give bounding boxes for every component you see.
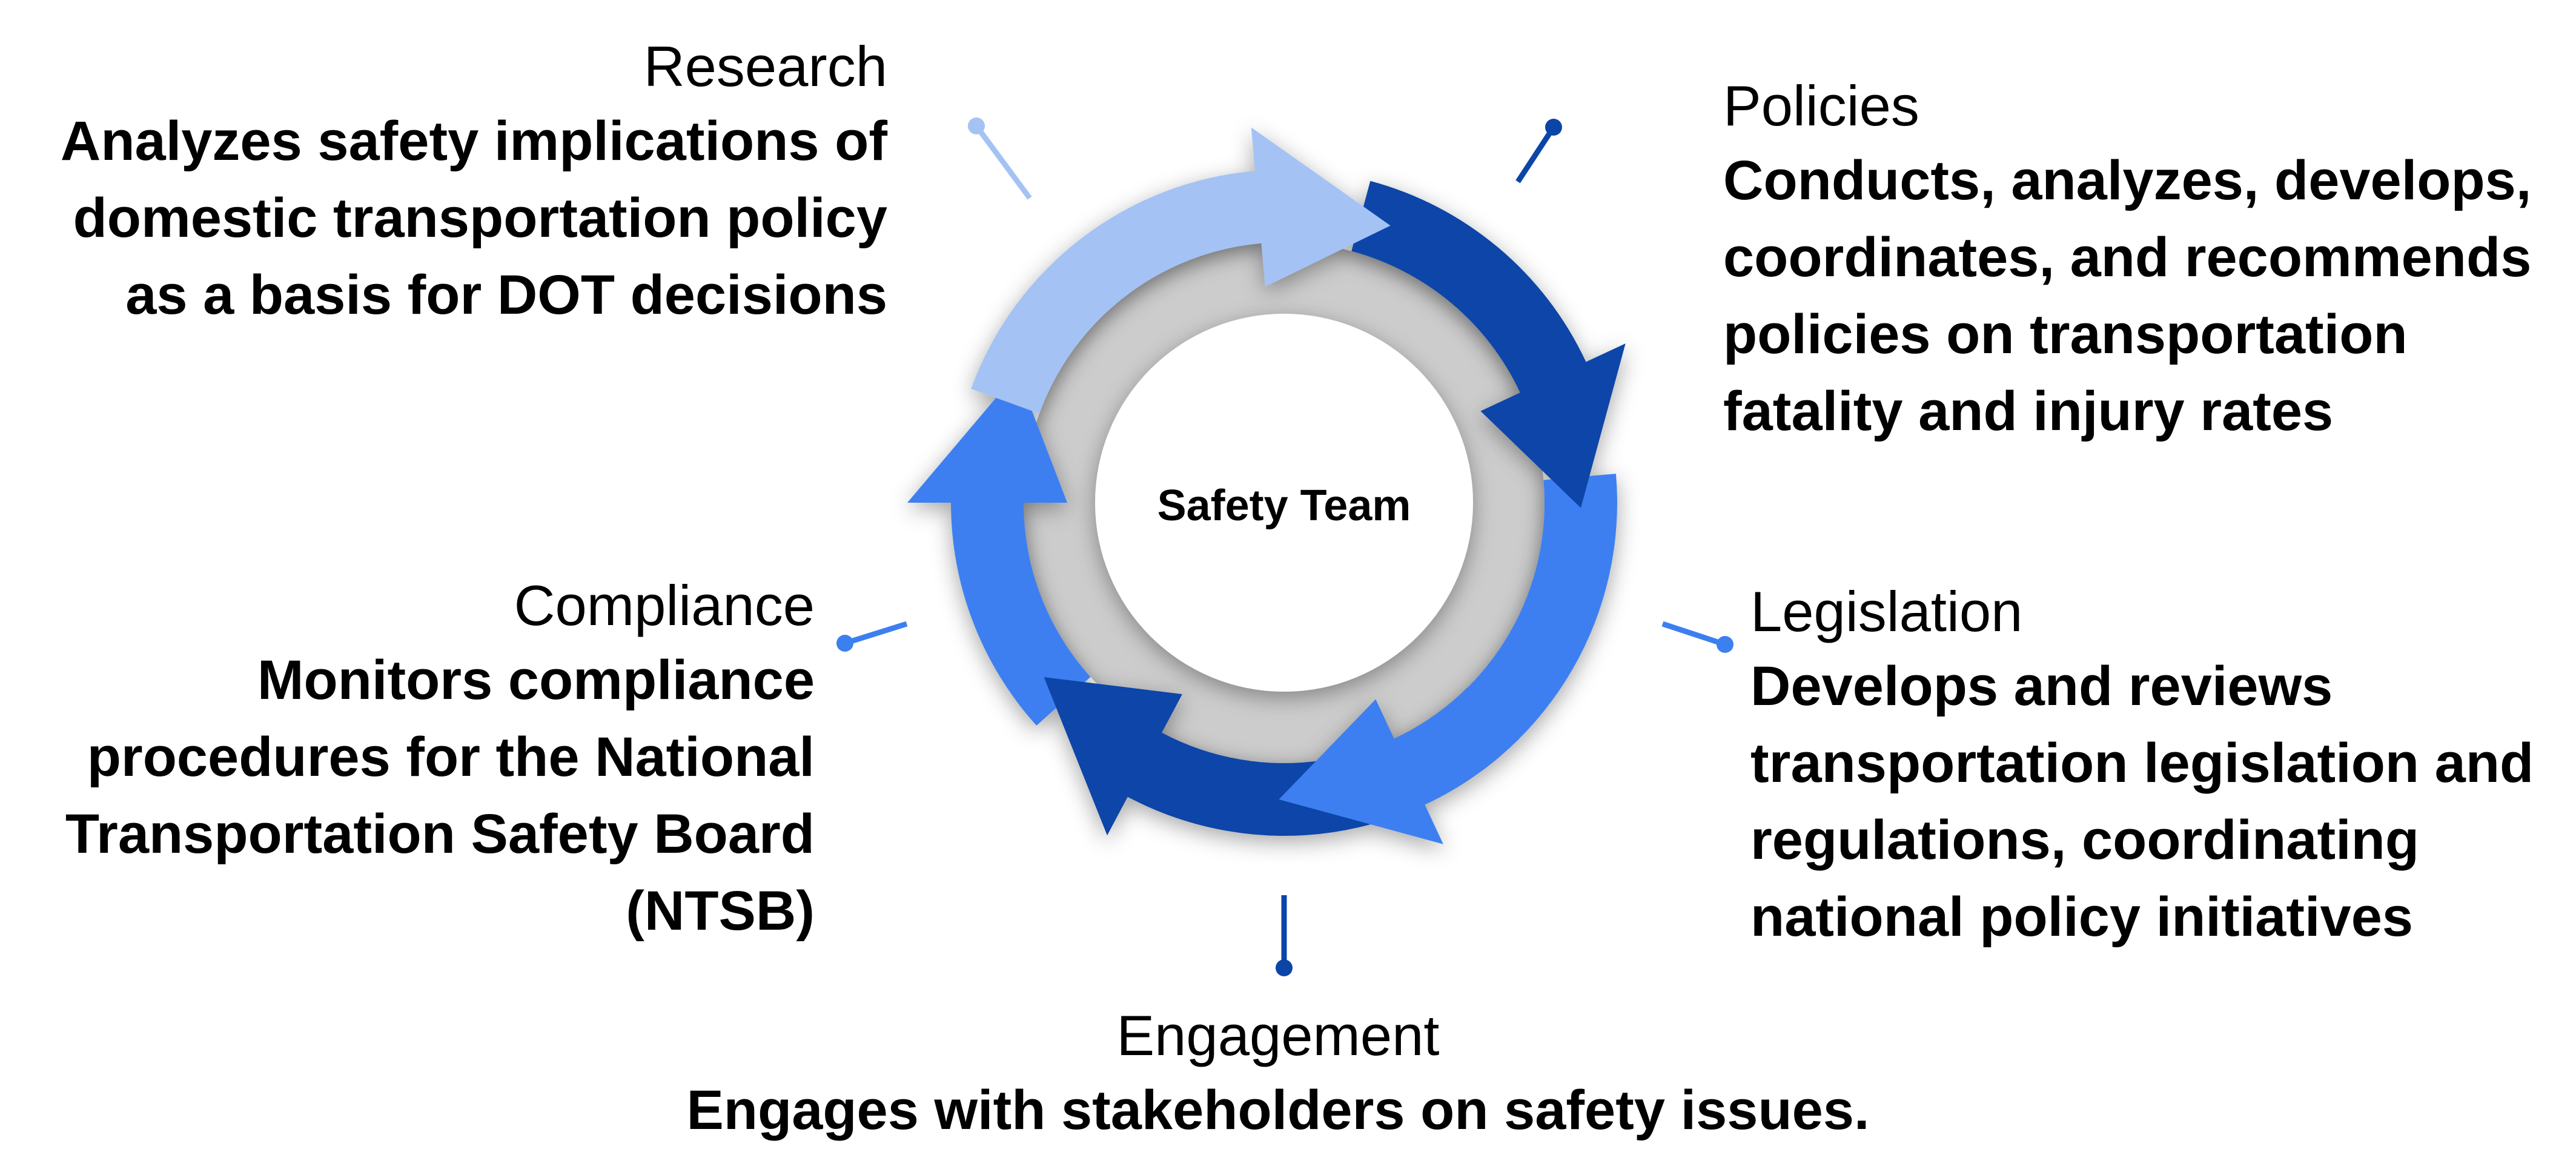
- segment-desc-line: Transportation Safety Board: [65, 803, 815, 865]
- segment-title-engagement: Engagement: [1116, 1004, 1440, 1067]
- segment-desc-line: coordinates, and recommends: [1723, 227, 2532, 288]
- segment-desc-line: (NTSB): [626, 880, 815, 942]
- segment-desc-line: Monitors compliance: [257, 649, 815, 711]
- segment-label-policies: Policies Conducts, analyzes, develops, c…: [1723, 70, 2565, 450]
- segment-title-compliance: Compliance: [514, 574, 815, 637]
- arrow-compliance: [907, 372, 1091, 726]
- arrow-legislation: [1279, 474, 1617, 844]
- segment-desc-line: procedures for the National: [87, 726, 815, 788]
- segment-desc-line: Develops and reviews: [1750, 655, 2333, 717]
- segment-desc-line: Conducts, analyzes, develops,: [1723, 150, 2532, 211]
- segment-label-compliance: Compliance Monitors compliance procedure…: [36, 569, 815, 950]
- segment-label-legislation: Legislation Develops and reviews transpo…: [1750, 575, 2562, 956]
- segment-label-engagement: Engagement Engages with stakeholders on …: [545, 999, 2011, 1149]
- connector-engagement: [1276, 895, 1293, 976]
- segment-title-legislation: Legislation: [1750, 580, 2023, 643]
- segment-desc-line: transportation legislation and: [1750, 732, 2534, 794]
- segment-label-research: Research Analyzes safety implications of…: [36, 30, 887, 334]
- segment-desc-line: national policy initiatives: [1750, 886, 2414, 948]
- segment-desc-line: as a basis for DOT decisions: [125, 264, 887, 326]
- segment-title-policies: Policies: [1723, 74, 1919, 137]
- segment-desc-line: policies on transportation: [1723, 303, 2408, 365]
- segment-title-research: Research: [643, 35, 887, 98]
- center-circle: [1095, 314, 1473, 692]
- connector-policies: [1515, 119, 1562, 184]
- connector-compliance: [836, 621, 908, 652]
- cycle-arrows: [907, 127, 1626, 844]
- segment-desc-line: domestic transportation policy: [73, 187, 887, 249]
- center-label: Safety Team: [1157, 482, 1411, 530]
- segment-desc-line: fatality and injury rates: [1723, 380, 2334, 442]
- segment-desc-line: Engages with stakeholders on safety issu…: [686, 1079, 1870, 1141]
- arrow-policies: [1351, 180, 1626, 508]
- segment-desc-line: Analyzes safety implications of: [60, 110, 887, 172]
- segment-desc-line: regulations, coordinating: [1750, 809, 2420, 871]
- connector-research: [968, 117, 1032, 200]
- connector-legislation: [1661, 621, 1733, 653]
- arrow-research: [971, 127, 1391, 414]
